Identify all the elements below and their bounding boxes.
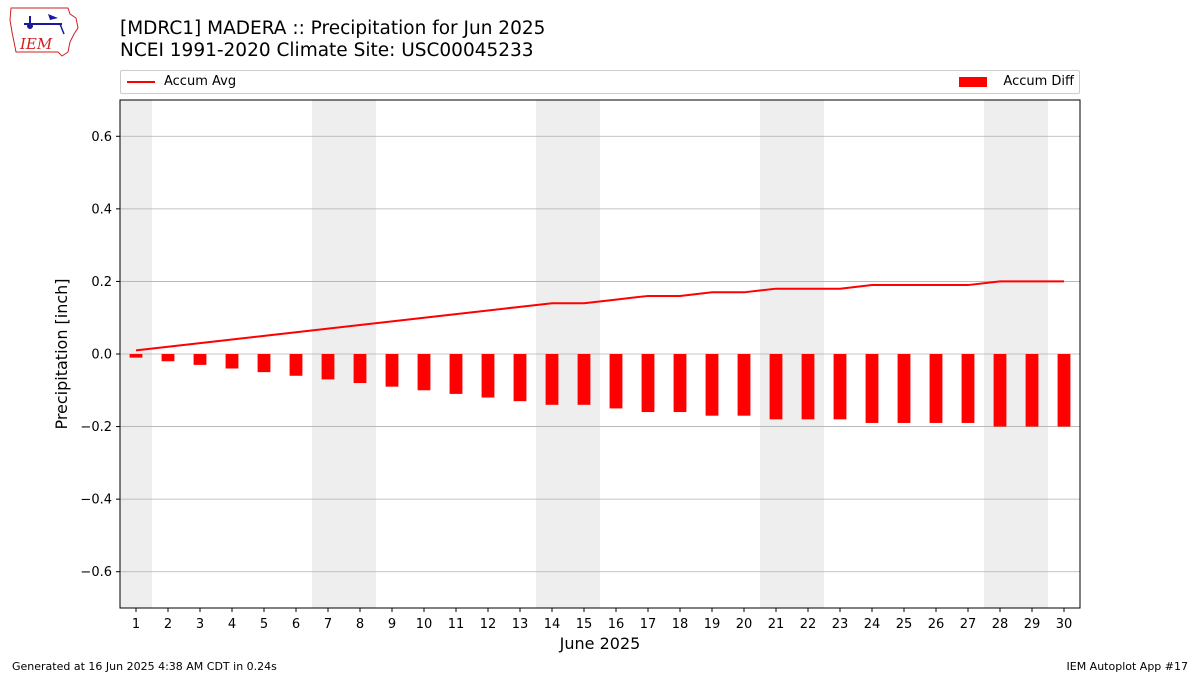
x-tick-label: 3 <box>196 617 204 632</box>
x-tick-label: 11 <box>448 617 465 632</box>
chart-subtitle: NCEI 1991-2020 Climate Site: USC00045233 <box>120 40 534 61</box>
accum-diff-bar <box>641 354 655 413</box>
x-tick-label: 16 <box>608 617 625 632</box>
accum-diff-bar <box>769 354 783 420</box>
x-tick-label: 5 <box>260 617 268 632</box>
x-tick-label: 26 <box>928 617 945 632</box>
x-tick-label: 9 <box>388 617 396 632</box>
accum-diff-bar <box>673 354 687 413</box>
y-tick-label: 0.0 <box>91 348 112 363</box>
x-tick-label: 28 <box>992 617 1009 632</box>
accum-diff-bar <box>289 354 303 376</box>
accum-diff-bar <box>417 354 431 391</box>
x-tick-label: 17 <box>640 617 657 632</box>
x-tick-label: 14 <box>544 617 561 632</box>
accum-diff-bar <box>449 354 463 394</box>
legend-bar-swatch <box>959 77 987 87</box>
chart-title: [MDRC1] MADERA :: Precipitation for Jun … <box>120 18 546 39</box>
accum-diff-bar <box>481 354 495 398</box>
accum-diff-bar <box>705 354 719 416</box>
x-tick-label: 23 <box>832 617 849 632</box>
accum-diff-bar <box>129 354 143 358</box>
y-tick-label: 0.4 <box>91 202 112 217</box>
legend-bar-label: Accum Diff <box>1003 74 1074 89</box>
x-tick-label: 10 <box>416 617 433 632</box>
accum-diff-bar <box>993 354 1007 427</box>
logo-text: IEM <box>19 35 53 53</box>
accum-diff-bar <box>897 354 911 423</box>
y-tick-label: −0.4 <box>80 493 112 508</box>
x-tick-label: 29 <box>1024 617 1041 632</box>
accum-diff-bar <box>1057 354 1071 427</box>
x-tick-label: 2 <box>164 617 172 632</box>
x-axis-label: June 2025 <box>559 634 641 653</box>
x-tick-label: 7 <box>324 617 332 632</box>
footer-generated: Generated at 16 Jun 2025 4:38 AM CDT in … <box>12 660 277 673</box>
accum-diff-bar <box>577 354 591 405</box>
accum-diff-bar <box>865 354 879 423</box>
accum-diff-bar <box>321 354 335 380</box>
y-tick-label: −0.2 <box>80 420 112 435</box>
accum-diff-bar <box>385 354 399 387</box>
x-tick-label: 18 <box>672 617 689 632</box>
x-axis-ticks: 1 2 3 4 5 6 7 8 9 10 11 12 13 14 15 16 17 18 19 20 21 22 23 24 2… <box>132 608 1072 632</box>
x-tick-label: 21 <box>768 617 785 632</box>
x-tick-label: 13 <box>512 617 529 632</box>
accum-diff-bar <box>609 354 623 409</box>
accum-avg-line <box>135 280 1064 352</box>
accum-diff-bar <box>257 354 271 373</box>
x-tick-label: 25 <box>896 617 913 632</box>
x-tick-label: 4 <box>228 617 236 632</box>
x-tick-label: 30 <box>1056 617 1073 632</box>
legend: Accum Avg Accum Diff <box>120 70 1080 94</box>
accum-diff-bar <box>737 354 751 416</box>
accum-diff-bar <box>161 354 175 362</box>
accum-diff-bar <box>513 354 527 402</box>
accum-diff-bar <box>353 354 367 384</box>
x-tick-label: 1 <box>132 617 140 632</box>
accum-diff-bar <box>961 354 975 423</box>
x-tick-label: 12 <box>480 617 497 632</box>
y-tick-label: 0.2 <box>91 275 112 290</box>
accum-diff-bar <box>1025 354 1039 427</box>
accum-diff-bar <box>545 354 559 405</box>
accum-diff-bar <box>801 354 815 420</box>
x-tick-label: 8 <box>356 617 364 632</box>
x-tick-label: 22 <box>800 617 817 632</box>
accum-diff-bar <box>929 354 943 423</box>
x-tick-label: 15 <box>576 617 593 632</box>
y-axis-ticks: −0.6 −0.4 −0.2 0.0 0.2 0.4 0.6 <box>80 130 120 580</box>
accum-diff-bars <box>129 354 1071 427</box>
legend-line-swatch <box>127 81 155 83</box>
iem-iowa-logo-icon: IEM <box>9 7 79 57</box>
x-tick-label: 20 <box>736 617 753 632</box>
y-tick-label: 0.6 <box>91 130 112 145</box>
footer-app-id: IEM Autoplot App #17 <box>1066 660 1189 673</box>
accum-diff-bar <box>225 354 239 369</box>
y-tick-label: −0.6 <box>80 565 112 580</box>
legend-line-label: Accum Avg <box>164 74 237 89</box>
x-tick-label: 24 <box>864 617 881 632</box>
gridlines <box>120 135 1080 573</box>
x-tick-label: 19 <box>704 617 721 632</box>
y-axis-label: Precipitation [inch] <box>52 278 71 429</box>
accum-diff-bar <box>193 354 207 365</box>
x-tick-label: 27 <box>960 617 977 632</box>
accum-diff-bar <box>833 354 847 420</box>
iem-logo: IEM <box>8 6 80 62</box>
x-tick-label: 6 <box>292 617 300 632</box>
